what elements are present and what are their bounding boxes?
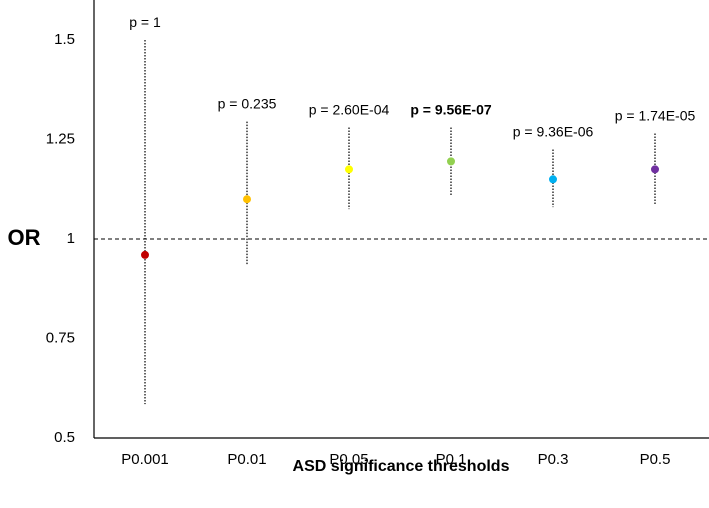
y-tick-label: 0.5 xyxy=(54,429,75,446)
p-value-label: p = 9.36E-06 xyxy=(513,123,594,139)
p-value-label: p = 2.60E-04 xyxy=(309,102,390,118)
or-point xyxy=(651,165,659,174)
p-value-label: p = 1 xyxy=(129,14,161,30)
or-point xyxy=(243,195,251,204)
y-tick-labels: 0.5 0.75 1 1.25 1.5 xyxy=(46,31,75,446)
axes-group xyxy=(93,0,709,439)
y-tick-label: 0.75 xyxy=(46,329,75,346)
x-axis-title: ASD significance thresholds xyxy=(293,458,510,475)
p-value-label: p = 1.74E-05 xyxy=(615,108,696,124)
y-tick-label: 1 xyxy=(67,230,75,247)
x-tick-label: P0.1 xyxy=(436,451,467,468)
y-axis-title: OR xyxy=(8,225,41,250)
p-value-labels: p = 1 p = 0.235 p = 2.60E-04 p = 9.56E-07 p … xyxy=(129,14,695,139)
x-tick-label: P0.5 xyxy=(640,451,671,468)
or-point xyxy=(447,157,455,166)
or-point xyxy=(141,250,149,259)
or-point xyxy=(345,165,353,174)
y-tick-label: 1.5 xyxy=(54,31,75,48)
x-tick-label: P0.01 xyxy=(227,451,266,468)
x-tick-label: P0.05 xyxy=(329,451,368,468)
p-value-label: p = 0.235 xyxy=(218,96,277,112)
x-tick-label: P0.001 xyxy=(121,451,169,468)
p-value-label: p = 9.56E-07 xyxy=(410,102,492,118)
x-tick-labels: P0.001 P0.01 P0.05 P0.1 P0.3 P0.5 xyxy=(121,451,670,468)
or-markers xyxy=(141,157,659,259)
y-tick-label: 1.25 xyxy=(46,130,75,147)
or-point xyxy=(549,175,557,184)
x-tick-label: P0.3 xyxy=(538,451,569,468)
